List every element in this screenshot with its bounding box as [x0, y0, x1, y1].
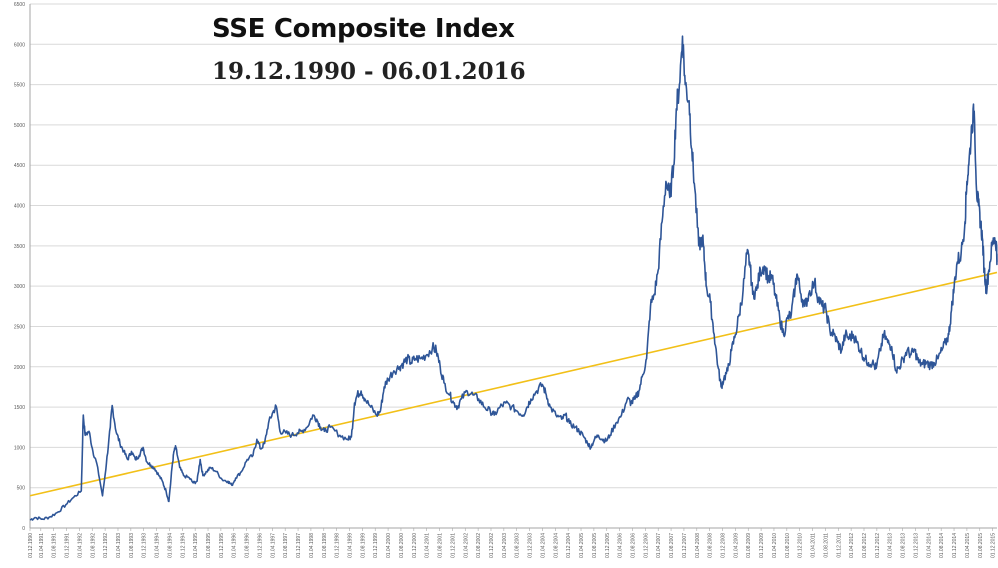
x-tick-label: 01.08.2007	[669, 533, 675, 558]
x-tick-label: 01.08.2003	[515, 533, 521, 558]
x-tick-label: 01.12.2002	[489, 533, 495, 558]
x-tick-label: 01.04.2014	[926, 533, 932, 558]
x-tick-label: 01.04.1996	[232, 533, 238, 558]
x-tick-label: 01.08.1992	[90, 533, 96, 558]
x-tick-label: 01.08.2010	[785, 533, 791, 558]
y-tick-label: 3500	[14, 244, 25, 250]
x-tick-label: 01.12.2012	[875, 533, 881, 558]
x-tick-label: 01.08.2009	[746, 533, 752, 558]
x-tick-label: 01.08.2004	[553, 533, 559, 558]
x-tick-label: 01.08.1997	[283, 533, 289, 558]
x-tick-label: 01.08.1996	[245, 533, 251, 558]
x-tick-label: 01.04.2010	[772, 533, 778, 558]
x-tick-label: 01.04.1994	[155, 533, 161, 558]
y-tick-label: 1000	[14, 445, 25, 451]
x-tick-label: 01.12.1996	[257, 533, 263, 558]
y-tick-label: 6500	[14, 2, 25, 8]
x-tick-label: 01.08.2012	[862, 533, 868, 558]
x-tick-label: 01.04.1997	[270, 533, 276, 558]
x-tick-label: 01.08.2011	[823, 533, 829, 558]
x-tick-label: 01.12.2015	[991, 533, 997, 558]
x-tick-label: 01.12.1995	[219, 533, 225, 558]
x-tick-label: 01.04.2012	[849, 533, 855, 558]
x-tick-label: 01.12.1998	[335, 533, 341, 558]
y-tick-label: 5500	[14, 83, 25, 89]
y-tick-label: 1500	[14, 405, 25, 411]
x-tick-label: 01.04.1993	[116, 533, 122, 558]
x-tick-label: 01.04.1995	[193, 533, 199, 558]
x-tick-label: 01.12.2008	[721, 533, 727, 558]
x-tick-label: 01.12.2005	[605, 533, 611, 558]
x-tick-label: 01.04.2000	[386, 533, 392, 558]
x-tick-label: 01.04.2015	[965, 533, 971, 558]
x-tick-label: 01.04.2004	[540, 533, 546, 558]
y-tick-label: 0	[22, 526, 25, 532]
x-tick-label: 01.08.1994	[167, 533, 173, 558]
x-tick-label: 01.08.2008	[708, 533, 714, 558]
x-tick-label: 01.08.1993	[129, 533, 135, 558]
y-tick-label: 2000	[14, 365, 25, 371]
x-tick-label: 01.04.2007	[656, 533, 662, 558]
x-tick-label: 01.12.2013	[913, 533, 919, 558]
x-tick-label: 01.12.1994	[180, 533, 186, 558]
x-tick-label: 01.04.2013	[888, 533, 894, 558]
x-tick-label: 01.12.2000	[412, 533, 418, 558]
x-tick-label: 01.04.2006	[618, 533, 624, 558]
x-tick-label: 01.04.1991	[39, 533, 45, 558]
x-tick-label: 01.08.1995	[206, 533, 212, 558]
y-tick-label: 4500	[14, 163, 25, 169]
x-tick-label: 01.12.1991	[65, 533, 71, 558]
x-tick-label: 01.04.2005	[579, 533, 585, 558]
chart-title: SSE Composite Index	[212, 14, 515, 44]
x-tick-label: 01.08.2013	[901, 533, 907, 558]
x-tick-label: 01.08.2014	[939, 533, 945, 558]
x-tick-label: 01.12.2004	[566, 533, 572, 558]
x-tick-label: 01.08.2005	[592, 533, 598, 558]
x-tick-label: 01.08.1998	[322, 533, 328, 558]
chart-subtitle: 19.12.1990 - 06.01.2016	[212, 58, 526, 85]
x-tick-label: 01.04.1992	[77, 533, 83, 558]
x-tick-label: 01.12.2014	[952, 533, 958, 558]
x-tick-label: 01.04.2009	[733, 533, 739, 558]
x-tick-label: 01.04.2003	[502, 533, 508, 558]
x-tick-label: 01.12.2011	[836, 533, 842, 558]
x-tick-label: 01.12.1993	[142, 533, 148, 558]
x-tick-label: 01.12.2001	[450, 533, 456, 558]
x-tick-label: 01.04.2002	[463, 533, 469, 558]
y-tick-label: 3000	[14, 284, 25, 290]
x-tick-label: 01.08.2006	[630, 533, 636, 558]
x-tick-label: 01.12.1997	[296, 533, 302, 558]
x-tick-label: 01.12.2009	[759, 533, 765, 558]
x-tick-label: 01.04.2001	[425, 533, 431, 558]
x-tick-label: 01.12.2010	[798, 533, 804, 558]
x-tick-label: 01.04.1999	[348, 533, 354, 558]
y-tick-label: 500	[17, 486, 26, 492]
x-tick-label: 01.12.2006	[643, 533, 649, 558]
y-tick-label: 4000	[14, 204, 25, 210]
x-tick-label: 01.04.1998	[309, 533, 315, 558]
x-tick-label: 01.12.1999	[373, 533, 379, 558]
x-tick-label: 01.12.2007	[682, 533, 688, 558]
x-tick-label: 01.08.2002	[476, 533, 482, 558]
x-tick-label: 01.08.1991	[52, 533, 58, 558]
series-line-sse	[29, 35, 998, 521]
y-tick-label: 5000	[14, 123, 25, 129]
x-tick-label: 01.08.1999	[360, 533, 366, 558]
x-tick-label: 01.04.2011	[811, 533, 817, 558]
x-tick-label: 01.08.2015	[978, 533, 984, 558]
y-tick-label: 6000	[14, 42, 25, 48]
x-tick-label: 01.12.1990	[28, 533, 34, 558]
x-tick-label: 01.04.2008	[695, 533, 701, 558]
x-tick-label: 01.08.2000	[399, 533, 405, 558]
x-tick-label: 01.12.2003	[528, 533, 534, 558]
y-tick-label: 2500	[14, 324, 25, 330]
x-tick-label: 01.08.2001	[438, 533, 444, 558]
x-tick-label: 01.12.1992	[103, 533, 109, 558]
series-line-trend	[29, 271, 998, 497]
